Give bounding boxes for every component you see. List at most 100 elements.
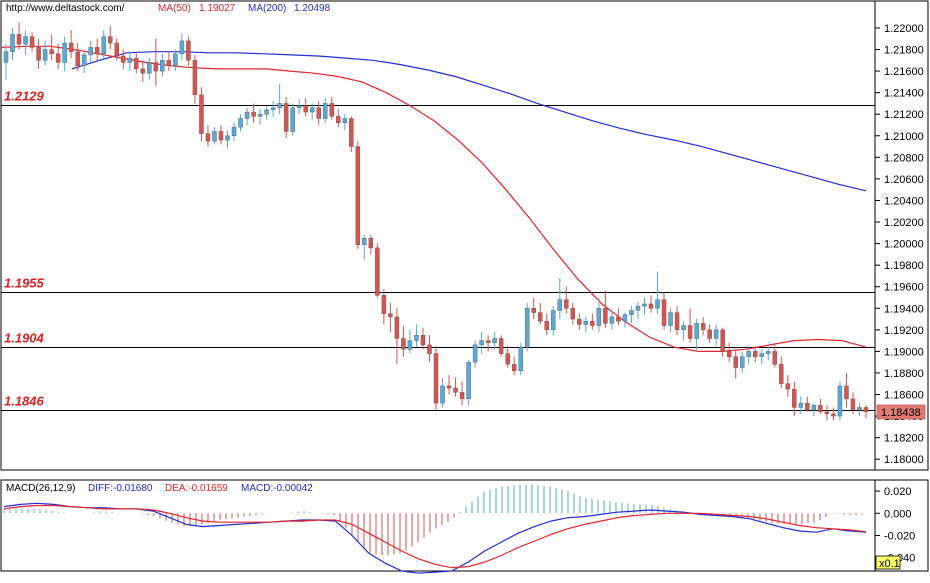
level-label: 1.1904: [4, 331, 45, 346]
macd-tick-label: 0.000: [884, 508, 912, 520]
macd-axis: 0.0200.000-0.020-0.040x0.1: [875, 486, 915, 570]
candle-body: [590, 321, 595, 326]
candle-body: [231, 126, 237, 136]
candle-body: [531, 308, 536, 313]
price-tick-label: 1.19600: [884, 282, 924, 294]
candle-body: [472, 344, 478, 363]
candle-body: [642, 303, 647, 307]
candle-body: [485, 340, 491, 343]
level-label: 1.1846: [4, 394, 45, 409]
price-tick-label: 1.18000: [884, 454, 924, 466]
candle-body: [726, 351, 732, 357]
candle-body: [388, 313, 393, 318]
candle-body: [173, 53, 178, 66]
candle-body: [668, 312, 673, 326]
price-axis: 1.22000 1.21800 1.21600 1.21400 1.21200 1.210…: [875, 23, 926, 466]
candle-body: [753, 351, 758, 357]
candle-body: [616, 316, 621, 322]
candle-body: [225, 135, 230, 141]
candle-body: [290, 107, 295, 132]
candle-body: [283, 103, 289, 132]
candle-body: [316, 107, 321, 119]
candle-body: [427, 344, 432, 354]
candle-body: [75, 51, 80, 66]
macd-dea-line: [3, 504, 867, 569]
candle-body: [785, 383, 791, 390]
candle-body: [713, 329, 719, 339]
candle-body: [140, 68, 146, 74]
price-tick-label: 1.21200: [884, 109, 924, 121]
candle-body: [538, 312, 543, 322]
candle-body: [270, 107, 276, 111]
candle-body: [518, 346, 523, 372]
candle-body: [824, 411, 830, 415]
price-tick-label: 1.20600: [884, 174, 924, 186]
candle-body: [329, 103, 334, 117]
candle-body: [792, 388, 797, 408]
candle-body: [707, 329, 712, 339]
candle-body: [81, 54, 87, 66]
candle-body: [674, 312, 680, 331]
ma200-value: 1.20498: [294, 3, 331, 14]
candle-body: [88, 47, 93, 56]
candle-body: [739, 356, 745, 368]
candle-body: [746, 351, 751, 357]
candle-body: [62, 42, 67, 63]
candle-body: [798, 402, 804, 408]
level-label: 1.2129: [4, 89, 45, 104]
candle-body: [596, 308, 602, 326]
price-tick-label: 1.20400: [884, 195, 924, 207]
candle-body: [420, 335, 426, 346]
level-label: 1.1955: [4, 276, 45, 291]
candle-body: [805, 402, 810, 410]
ma200-label: MA(200): [248, 3, 287, 14]
candle-body: [108, 36, 113, 44]
candle-body: [655, 299, 660, 309]
candle-body: [238, 118, 243, 128]
price-tick-label: 1.19200: [884, 325, 924, 337]
price-tick-label: 1.20000: [884, 239, 924, 251]
candle-body: [498, 338, 504, 354]
candle-body: [648, 303, 654, 309]
price-tick-label: 1.19000: [884, 346, 924, 358]
candle-body: [564, 299, 569, 309]
candle-body: [557, 299, 563, 311]
macd-panel: [3, 484, 867, 574]
candle-body: [218, 131, 224, 141]
candle-body: [160, 60, 165, 72]
candle-body: [577, 318, 582, 325]
candle-body: [114, 42, 119, 57]
candle-body: [583, 321, 589, 325]
candle-body: [10, 34, 15, 52]
price-tick-label: 1.20200: [884, 217, 924, 229]
candle-body: [453, 387, 458, 393]
candle-body: [635, 305, 641, 311]
ma200-line: [71, 51, 867, 192]
candle-body: [779, 364, 784, 384]
candle-body: [127, 57, 133, 63]
source-url: http://www.deltastock.com/: [6, 3, 125, 14]
candle-body: [23, 36, 28, 45]
price-tick-label: 1.18600: [884, 390, 924, 402]
candle-body: [440, 385, 445, 404]
candle-body: [687, 325, 693, 339]
candle-body: [49, 49, 54, 55]
candle-body: [342, 118, 348, 124]
candle-body: [355, 146, 361, 245]
candle-body: [681, 325, 686, 331]
candle-body: [296, 105, 302, 108]
candle-body: [629, 310, 634, 315]
candle-body: [381, 295, 387, 314]
candle-body: [68, 42, 74, 52]
candle-body: [362, 237, 367, 245]
candle-body: [811, 405, 817, 410]
candle-body: [544, 321, 549, 331]
candle-body: [257, 114, 263, 117]
candle-body: [433, 353, 439, 404]
candle-body: [505, 353, 510, 365]
candle-body: [199, 94, 204, 134]
candle-body: [524, 308, 530, 348]
candles: [3, 22, 869, 421]
candle-body: [570, 308, 576, 320]
